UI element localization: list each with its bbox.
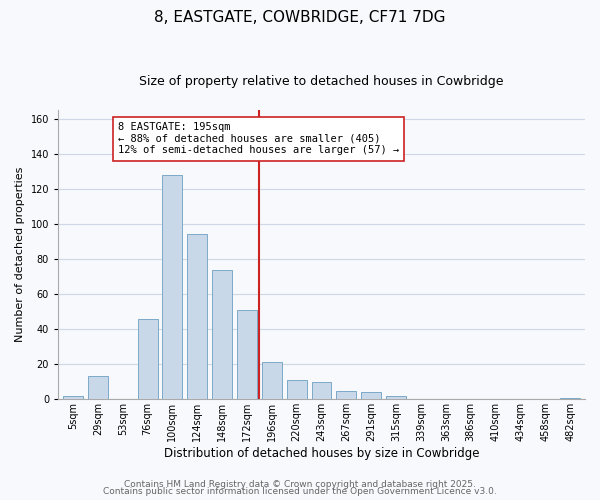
Bar — [386, 396, 406, 400]
Bar — [237, 310, 257, 400]
Text: Contains HM Land Registry data © Crown copyright and database right 2025.: Contains HM Land Registry data © Crown c… — [124, 480, 476, 489]
Bar — [88, 376, 108, 400]
Text: 8 EASTGATE: 195sqm
← 88% of detached houses are smaller (405)
12% of semi-detach: 8 EASTGATE: 195sqm ← 88% of detached hou… — [118, 122, 399, 156]
Bar — [337, 390, 356, 400]
Bar — [287, 380, 307, 400]
Bar — [63, 396, 83, 400]
Bar — [163, 175, 182, 400]
Bar — [212, 270, 232, 400]
X-axis label: Distribution of detached houses by size in Cowbridge: Distribution of detached houses by size … — [164, 447, 479, 460]
Bar — [137, 318, 158, 400]
Y-axis label: Number of detached properties: Number of detached properties — [15, 167, 25, 342]
Bar — [187, 234, 207, 400]
Title: Size of property relative to detached houses in Cowbridge: Size of property relative to detached ho… — [139, 75, 504, 88]
Bar — [560, 398, 580, 400]
Text: Contains public sector information licensed under the Open Government Licence v3: Contains public sector information licen… — [103, 488, 497, 496]
Text: 8, EASTGATE, COWBRIDGE, CF71 7DG: 8, EASTGATE, COWBRIDGE, CF71 7DG — [154, 10, 446, 25]
Bar — [361, 392, 381, 400]
Bar — [311, 382, 331, 400]
Bar — [262, 362, 282, 400]
